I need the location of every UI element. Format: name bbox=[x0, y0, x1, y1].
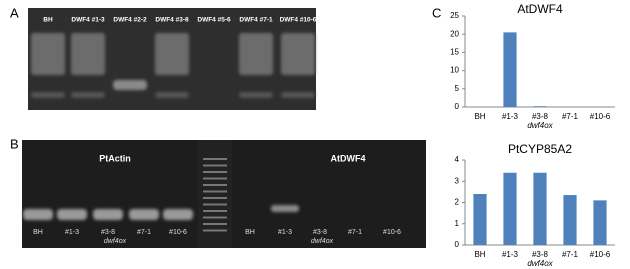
x-tick-label: #1-3 bbox=[502, 112, 519, 121]
lane-label: DWF4 #3-8 bbox=[155, 17, 189, 24]
ladder-band bbox=[203, 203, 227, 206]
lane-label: #1-3 bbox=[65, 229, 79, 236]
x-tick-label: #7-1 bbox=[562, 112, 579, 121]
y-tick-label: 25 bbox=[450, 11, 459, 20]
smear bbox=[71, 33, 105, 75]
ladder-band bbox=[203, 171, 227, 173]
ladder-band bbox=[203, 158, 227, 160]
lane-label: #3-8 bbox=[101, 229, 115, 236]
x-tick-label: #10-6 bbox=[590, 112, 611, 121]
band bbox=[23, 209, 53, 220]
lane-label: #7-1 bbox=[137, 229, 151, 236]
ladder-band bbox=[203, 197, 227, 199]
x-axis-label: dwf4ox bbox=[527, 121, 553, 130]
ladder-lane bbox=[198, 140, 232, 248]
x-tick-label: #3-8 bbox=[532, 250, 549, 259]
band bbox=[155, 92, 189, 98]
band bbox=[113, 80, 147, 90]
band bbox=[57, 209, 87, 220]
lane-label: #10-6 bbox=[383, 229, 401, 236]
band bbox=[129, 209, 159, 220]
panel-label: C bbox=[432, 5, 441, 20]
lane-label: BH bbox=[245, 229, 255, 236]
gel-title: AtDWF4 bbox=[331, 153, 366, 163]
lane-label: DWF4 #10-6 bbox=[280, 17, 317, 24]
bar bbox=[533, 172, 547, 245]
ladder-band bbox=[203, 229, 227, 232]
y-tick-label: 15 bbox=[450, 48, 459, 57]
smear bbox=[31, 33, 65, 75]
x-tick-label: #1-3 bbox=[502, 250, 519, 259]
band bbox=[239, 92, 273, 98]
y-tick-label: 1 bbox=[455, 219, 460, 228]
bar bbox=[533, 106, 547, 107]
band bbox=[271, 205, 299, 212]
bar bbox=[473, 194, 487, 245]
lane-label: #3-8 bbox=[313, 229, 327, 236]
group-label: dwf4ox bbox=[104, 238, 127, 245]
lane-label: BH bbox=[33, 229, 43, 236]
ladder-band bbox=[203, 210, 227, 212]
gel-b-right bbox=[232, 140, 426, 248]
lane-label: DWF4 #5-6 bbox=[197, 17, 231, 24]
lane-label: #10-6 bbox=[169, 229, 187, 236]
panel-label: B bbox=[10, 136, 19, 151]
panel-label: A bbox=[10, 5, 19, 20]
y-tick-label: 4 bbox=[455, 155, 460, 164]
y-tick-label: 10 bbox=[450, 66, 459, 75]
x-axis-label: dwf4ox bbox=[527, 259, 553, 268]
bar bbox=[503, 172, 517, 245]
x-tick-label: #10-6 bbox=[590, 250, 611, 259]
lane-label: DWF4 #7-1 bbox=[239, 17, 273, 24]
ladder-band bbox=[203, 184, 227, 186]
ladder-band bbox=[203, 216, 227, 219]
bar bbox=[563, 195, 577, 245]
x-tick-label: BH bbox=[474, 112, 485, 121]
chart-title: PtCYP85A2 bbox=[508, 142, 572, 156]
bar bbox=[593, 200, 607, 245]
band bbox=[31, 92, 65, 98]
x-tick-label: #7-1 bbox=[562, 250, 579, 259]
y-tick-label: 2 bbox=[455, 198, 460, 207]
y-tick-label: 5 bbox=[455, 84, 460, 93]
chart-title: AtDWF4 bbox=[517, 2, 563, 16]
group-label: dwf4ox bbox=[311, 238, 334, 245]
ladder-band bbox=[203, 223, 227, 225]
band bbox=[93, 209, 123, 220]
bar bbox=[503, 32, 517, 107]
ladder-band bbox=[203, 177, 227, 180]
ladder-band bbox=[203, 190, 227, 193]
gel-title: PtActin bbox=[99, 153, 131, 163]
y-tick-label: 0 bbox=[455, 102, 460, 111]
smear bbox=[239, 33, 273, 75]
band bbox=[71, 92, 105, 98]
lane-label: DWF4 #2-2 bbox=[113, 17, 147, 24]
lane-label: #7-1 bbox=[348, 229, 362, 236]
x-tick-label: BH bbox=[474, 250, 485, 259]
y-tick-label: 3 bbox=[455, 176, 460, 185]
lane-label: BH bbox=[43, 17, 53, 24]
band bbox=[281, 92, 315, 98]
gel-b-left bbox=[22, 140, 198, 248]
smear bbox=[155, 33, 189, 75]
ladder-band bbox=[203, 164, 227, 167]
x-tick-label: #3-8 bbox=[532, 112, 549, 121]
smear bbox=[281, 33, 315, 75]
y-tick-label: 20 bbox=[450, 29, 459, 38]
lane-label: #1-3 bbox=[278, 229, 292, 236]
lane-label: DWF4 #1-3 bbox=[71, 17, 105, 24]
y-tick-label: 0 bbox=[455, 240, 460, 249]
band bbox=[163, 209, 193, 220]
